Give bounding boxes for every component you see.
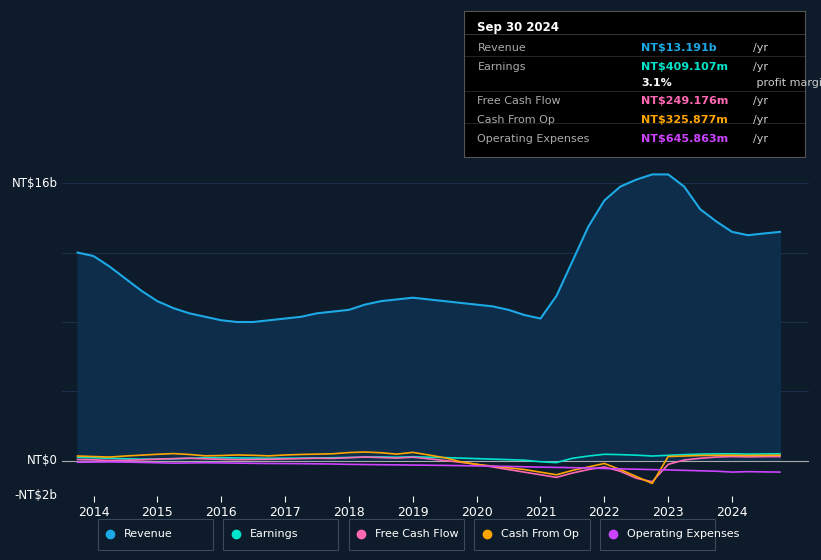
Text: Revenue: Revenue — [124, 529, 173, 539]
FancyBboxPatch shape — [600, 519, 715, 550]
FancyBboxPatch shape — [349, 519, 464, 550]
Text: /yr: /yr — [754, 115, 768, 124]
Text: profit margin: profit margin — [754, 78, 821, 88]
Text: Earnings: Earnings — [250, 529, 298, 539]
Text: NT$645.863m: NT$645.863m — [641, 133, 728, 143]
FancyBboxPatch shape — [223, 519, 338, 550]
Text: /yr: /yr — [754, 43, 768, 53]
Text: Operating Expenses: Operating Expenses — [626, 529, 739, 539]
Text: NT$0: NT$0 — [26, 454, 57, 468]
Text: Operating Expenses: Operating Expenses — [478, 133, 589, 143]
Text: Cash From Op: Cash From Op — [501, 529, 579, 539]
Text: 3.1%: 3.1% — [641, 78, 672, 88]
Text: Earnings: Earnings — [478, 62, 526, 72]
Text: NT$13.191b: NT$13.191b — [641, 43, 717, 53]
Text: /yr: /yr — [754, 133, 768, 143]
FancyBboxPatch shape — [475, 519, 589, 550]
Text: Free Cash Flow: Free Cash Flow — [478, 96, 561, 106]
Text: NT$16b: NT$16b — [11, 176, 57, 190]
Text: Cash From Op: Cash From Op — [478, 115, 555, 124]
Text: /yr: /yr — [754, 96, 768, 106]
Text: NT$409.107m: NT$409.107m — [641, 62, 728, 72]
Text: Sep 30 2024: Sep 30 2024 — [478, 21, 559, 34]
Text: NT$325.877m: NT$325.877m — [641, 115, 727, 124]
Text: /yr: /yr — [754, 62, 768, 72]
FancyBboxPatch shape — [98, 519, 213, 550]
Text: Free Cash Flow: Free Cash Flow — [375, 529, 459, 539]
Text: Revenue: Revenue — [478, 43, 526, 53]
Text: NT$249.176m: NT$249.176m — [641, 96, 728, 106]
Text: -NT$2b: -NT$2b — [15, 489, 57, 502]
